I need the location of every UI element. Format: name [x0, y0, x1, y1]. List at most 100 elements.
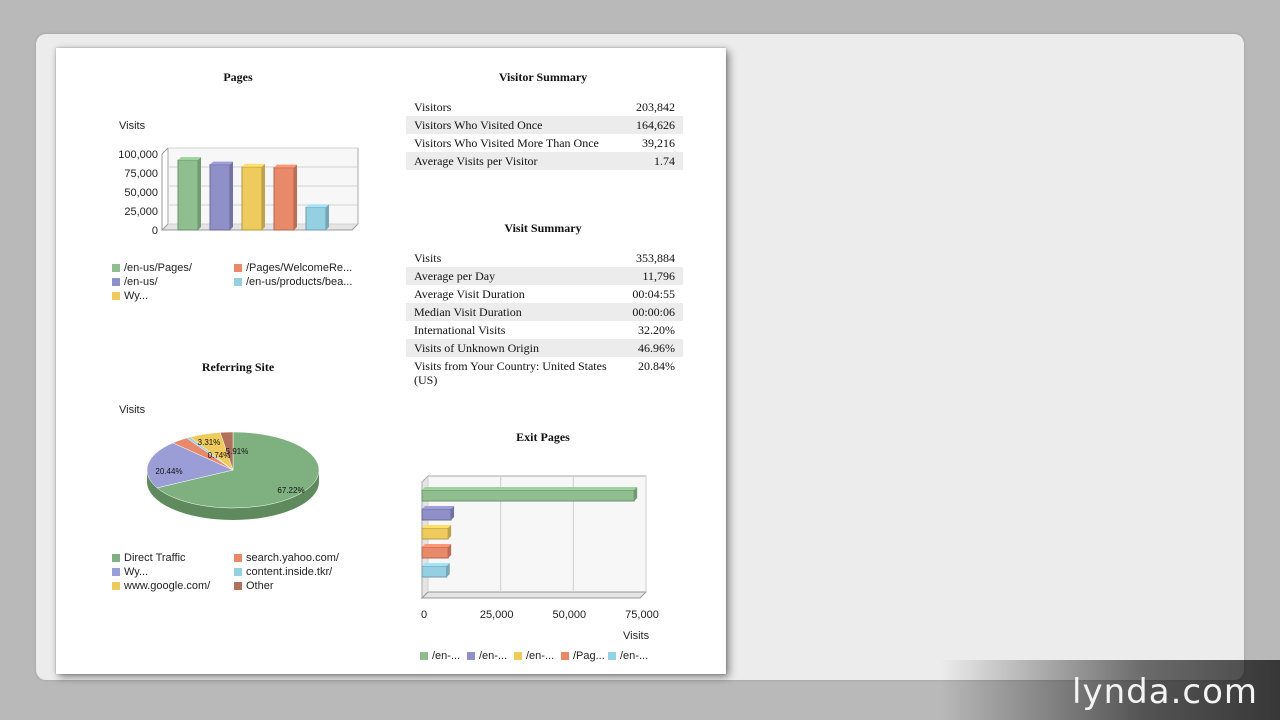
exit-x-tick: 25,000	[480, 609, 514, 621]
exit-legend-item: /en-...	[514, 650, 554, 662]
pages-legend-item: /en-us/	[112, 276, 158, 288]
pages-y-tick: 75,000	[124, 168, 158, 180]
visitor-summary-table: Visitors 203,842 Visitors Who Visited Once…	[406, 98, 683, 170]
referring-legend-item: Direct Traffic	[112, 552, 186, 564]
exit-legend-item: /en-...	[420, 650, 460, 662]
referring-legend-item: Wy...	[112, 566, 148, 578]
exit-x-tick: 0	[421, 609, 427, 621]
legend-label: Wy...	[124, 290, 149, 302]
legend-swatch	[420, 652, 428, 660]
summary-row: Average Visits per Visitor 1.74	[406, 152, 683, 170]
summary-value: 00:04:55	[632, 287, 675, 301]
legend-label: Direct Traffic	[124, 552, 186, 564]
pages-legend-item: Wy...	[112, 290, 148, 302]
summary-value: 20.84%	[638, 359, 675, 373]
summary-value: 353,884	[636, 251, 675, 265]
pages-bar-chart: 100,000 75,000 50,000 25,000 0	[118, 147, 360, 237]
summary-row: Average per Day 11,796	[406, 267, 683, 285]
pie-slice	[219, 431, 234, 471]
pie-data-label: 20.44%	[155, 467, 182, 476]
legend-label: /en-...	[479, 650, 508, 662]
pie-slice	[146, 442, 234, 489]
exit-legend-item: /en-...	[608, 650, 648, 662]
legend-swatch	[561, 652, 569, 660]
summary-row: Visits of Unknown Origin 46.96%	[406, 339, 683, 357]
legend-label: /en-...	[526, 650, 555, 662]
referring-legend-item: search.yahoo.com/	[234, 552, 339, 564]
summary-label: Visits	[414, 251, 442, 265]
summary-row: Visitors Who Visited Once 164,626	[406, 116, 683, 134]
referring-site-title: Referring Site	[201, 360, 275, 374]
legend-swatch	[234, 278, 242, 286]
legend-swatch	[112, 264, 120, 272]
legend-label: /en-us/products/bea...	[246, 276, 353, 288]
pages-title: Pages	[223, 70, 253, 84]
legend-swatch	[234, 554, 242, 562]
pages-y-tick: 0	[152, 225, 158, 237]
referring-pie-chart: 67.22% 20.44% 3.31% 0.74%5.91%	[146, 431, 320, 520]
summary-label: International Visits	[414, 323, 506, 337]
exit-x-tick: 50,000	[553, 609, 587, 621]
summary-row: Visits from Your Country: United States …	[406, 357, 683, 389]
pages-bar	[209, 161, 233, 231]
pages-legend-item: /en-us/products/bea...	[234, 276, 352, 288]
pages-y-tick: 50,000	[124, 187, 158, 199]
watermark-band	[940, 660, 1280, 720]
summary-row: Visitors Who Visited More Than Once 39,21…	[406, 134, 683, 152]
pages-legend: /en-us/Pages/ /Pages/WelcomeRe... /en-us/ /…	[112, 262, 372, 302]
summary-label: Average Visit Duration	[414, 287, 525, 301]
exit-pages-bar-chart: 0 25,000 50,000 75,000	[420, 474, 659, 621]
legend-swatch	[234, 264, 242, 272]
pie-data-label: 67.22%	[277, 486, 304, 495]
summary-label: Median Visit Duration	[406, 303, 625, 321]
legend-swatch	[112, 582, 120, 590]
exit-legend-item: /Pag...	[561, 650, 605, 662]
exit-bar	[421, 525, 452, 540]
legend-label: search.yahoo.com/	[246, 552, 339, 564]
summary-row: Average Visit Duration 00:04:55	[406, 285, 683, 303]
legend-label: /Pag...	[573, 650, 605, 662]
legend-swatch	[234, 582, 242, 590]
summary-row: Visitors 203,842	[406, 98, 683, 116]
summary-value: 1.74	[623, 152, 683, 170]
legend-swatch	[514, 652, 522, 660]
exit-bar	[421, 563, 450, 578]
exit-legend: /en-... /en-... /en-... /Pag... /en-...	[420, 650, 680, 664]
legend-label: /en-...	[620, 650, 649, 662]
legend-label: /en-us/Pages/	[124, 262, 192, 274]
summary-label: Visitors Who Visited Once	[406, 116, 624, 134]
summary-value: 11,796	[624, 267, 683, 285]
exit-legend-item: /en-...	[467, 650, 507, 662]
visitor-summary-title: Visitor Summary	[498, 70, 588, 84]
summary-value: 46.96%	[624, 339, 683, 357]
pages-bar	[305, 204, 329, 231]
visit-summary-table: Visits 353,884 Average per Day 11,796 Averag…	[406, 249, 683, 389]
pages-y-tick: 25,000	[124, 206, 158, 218]
referring-legend: Direct Traffic search.yahoo.com/Wy... cont…	[112, 552, 372, 598]
pie-data-label: 5.91%	[226, 447, 249, 456]
pie-data-label: 3.31%	[198, 438, 221, 447]
pie-data-label: 0.74%	[208, 451, 231, 460]
legend-swatch	[112, 568, 120, 576]
summary-value: 39,216	[642, 136, 675, 150]
summary-value: 164,626	[623, 116, 683, 134]
referring-legend-item: content.inside.tkr/	[234, 566, 332, 578]
pages-legend-item: /Pages/WelcomeRe...	[234, 262, 352, 274]
referring-legend-item: www.google.com/	[112, 580, 210, 592]
report-page: Pages Visits 100,000 75,000 50,000 25,000 0 …	[56, 48, 726, 674]
legend-label: Other	[246, 580, 274, 592]
legend-label: Wy...	[124, 566, 149, 578]
lynda-watermark: lynda.com	[1072, 672, 1258, 712]
pie-slice	[156, 431, 320, 509]
legend-label: www.google.com/	[124, 580, 211, 592]
pages-bar	[273, 164, 297, 231]
legend-swatch	[112, 278, 120, 286]
summary-value: 203,842	[636, 100, 675, 114]
exit-bar	[421, 506, 455, 521]
exit-bar	[421, 487, 638, 502]
pages-y-axis-title: Visits	[119, 120, 146, 132]
summary-label: Visits of Unknown Origin	[406, 339, 625, 357]
summary-row: Visits 353,884	[406, 249, 683, 267]
legend-label: /Pages/WelcomeRe...	[246, 262, 353, 274]
summary-label: Visits from Your Country: United States …	[414, 359, 607, 387]
